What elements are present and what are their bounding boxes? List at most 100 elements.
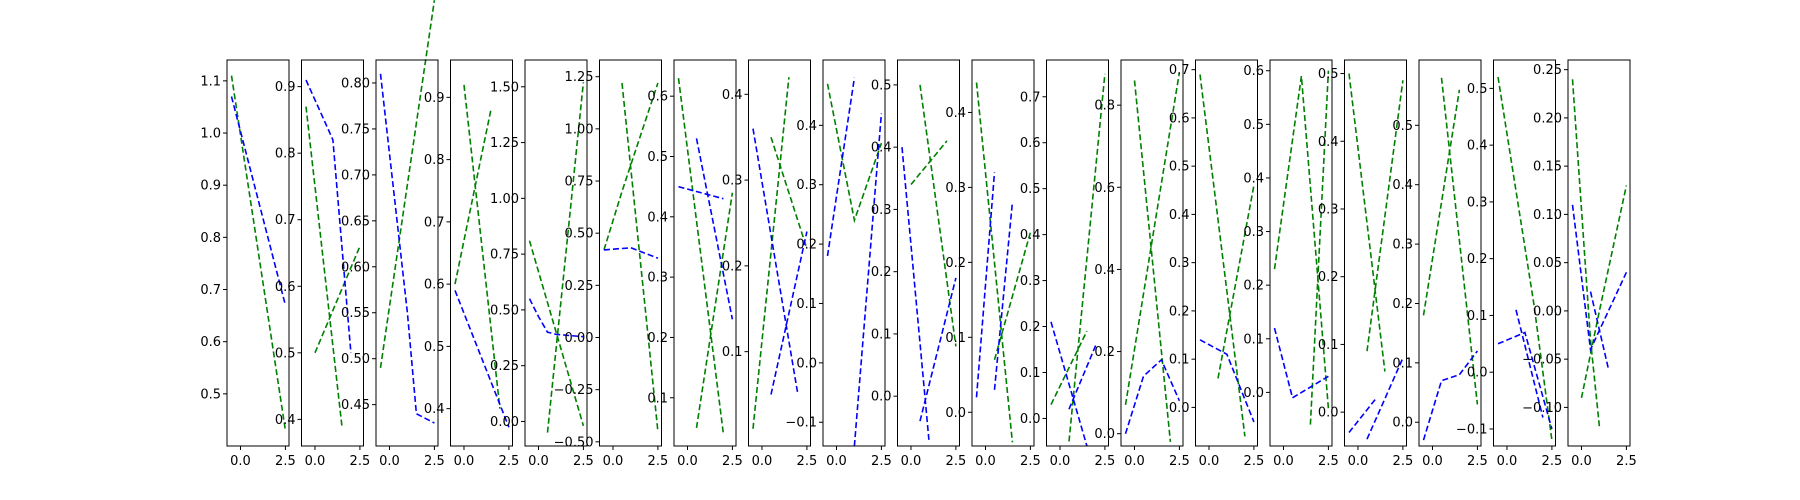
y-tick-label: 0.2	[796, 238, 817, 253]
x-tick-label: 2.5	[1393, 454, 1414, 469]
y-tick-label: 0.5	[647, 150, 668, 165]
series-line-blue-4	[1068, 344, 1097, 410]
series-line-green-2	[1133, 80, 1172, 442]
y-tick-label: 0.0	[1243, 386, 1264, 401]
x-tick-label: 0.0	[901, 454, 922, 469]
y-tick-label: 1.00	[565, 122, 594, 137]
series-line-blue-3	[1515, 309, 1544, 418]
x-tick-label: 0.0	[826, 454, 847, 469]
y-tick-label: 0.9	[424, 91, 445, 106]
y-tick-label: −0.25	[554, 383, 594, 398]
y-tick-label: 0.4	[722, 88, 743, 103]
x-tick-label: 0.0	[230, 454, 251, 469]
series-line-blue-2	[379, 73, 435, 424]
series-line-blue-4	[770, 231, 808, 395]
y-tick-label: 0.2	[1094, 345, 1115, 360]
y-tick-label: 0.2	[1467, 252, 1488, 267]
y-tick-label: 0.6	[1094, 181, 1115, 196]
y-tick-label: 0.2	[1169, 304, 1190, 319]
axes-frame	[301, 59, 364, 447]
x-tick-label: 2.5	[275, 454, 296, 469]
series-line-green-1	[603, 82, 659, 251]
y-tick-label: 0.0	[1318, 406, 1339, 421]
y-tick-label: 0.00	[565, 331, 594, 346]
y-tick-label: 0.1	[1467, 309, 1488, 324]
series-line-blue-3	[1199, 339, 1255, 423]
axes-frame	[450, 59, 513, 447]
y-tick-label: 0.6	[1020, 136, 1041, 151]
series-line-blue-3	[1571, 204, 1628, 353]
y-tick-label: 0.5	[200, 387, 221, 402]
y-tick-label: 0.4	[1467, 139, 1488, 154]
y-tick-label: 0.00	[490, 415, 519, 430]
x-tick-label: 0.0	[975, 454, 996, 469]
x-tick-label: 2.5	[871, 454, 892, 469]
y-tick-label: 0.4	[647, 210, 668, 225]
axes-frame	[1269, 59, 1333, 447]
axes-frame	[673, 59, 737, 447]
y-tick-label: 0.8	[424, 153, 445, 168]
series-line-blue-4	[1589, 291, 1610, 369]
y-tick-label: 0.15	[1533, 160, 1562, 175]
x-tick-label: 2.5	[1095, 454, 1116, 469]
series-line-green-2	[1309, 70, 1330, 425]
series-line-blue-2	[230, 96, 287, 306]
series-line-blue-3	[975, 172, 996, 398]
series-line-green-1	[1124, 72, 1181, 406]
x-tick-label: 2.5	[797, 454, 818, 469]
y-tick-label: 0.4	[796, 119, 817, 134]
y-tick-label: 0.3	[796, 178, 817, 193]
y-tick-label: 0.2	[722, 259, 743, 274]
y-tick-label: 0.2	[945, 256, 966, 271]
y-tick-label: 0.4	[1392, 178, 1413, 193]
subplot-19: −0.10 −0.05 0.00 0.05 0.10 0.15 0.20 0.25 0.0 2.5	[1522, 59, 1637, 469]
y-tick-label: 0.4	[1020, 228, 1041, 243]
subplot-6: −0.50 −0.25 0.00 0.25 0.50 0.75 1.00 1.25 0.0 2.5	[554, 59, 668, 469]
y-tick-label: 0.5	[1020, 182, 1041, 197]
y-tick-label: 0.8	[200, 231, 221, 246]
y-tick-label: 0.5	[424, 340, 445, 355]
subplot-8: 0.1 0.2 0.3 0.4 0.0 2.5	[722, 59, 818, 469]
series-line-green-1	[975, 82, 1014, 443]
y-tick-label: 0.3	[1392, 238, 1413, 253]
y-tick-label: −0.05	[1522, 353, 1562, 368]
y-tick-label: 0.50	[490, 303, 519, 318]
x-tick-label: 0.0	[1497, 454, 1518, 469]
y-tick-label: 0.5	[275, 346, 296, 361]
x-tick-label: 0.0	[1199, 454, 1220, 469]
y-tick-label: 0.0	[1392, 416, 1413, 431]
y-tick-label: 0.9	[200, 179, 221, 194]
y-tick-label: 0.2	[1392, 297, 1413, 312]
y-tick-label: 1.50	[490, 80, 519, 95]
axes-frame	[1120, 59, 1184, 447]
x-tick-label: 2.5	[573, 454, 594, 469]
y-tick-label: 0.7	[1169, 63, 1190, 78]
y-tick-label: −0.1	[1456, 422, 1488, 437]
x-tick-label: 2.5	[946, 454, 967, 469]
series-line-blue-3	[853, 113, 883, 447]
y-tick-label: 0.3	[1467, 195, 1488, 210]
y-tick-label: 0.50	[565, 227, 594, 242]
y-tick-label: 0.75	[490, 248, 519, 263]
y-tick-label: 0.4	[1169, 208, 1190, 223]
series-line-green-1	[1422, 89, 1461, 316]
x-tick-label: 2.5	[1169, 454, 1190, 469]
subplot-2: 0.4 0.5 0.6 0.7 0.8 0.9 0.0 2.5	[275, 59, 370, 469]
y-tick-label: 0.1	[1243, 332, 1264, 347]
y-tick-label: −0.10	[1522, 401, 1562, 416]
x-tick-label: 0.0	[305, 454, 326, 469]
series-line-blue-4	[695, 138, 734, 320]
subplot-16: 0.0 0.1 0.2 0.3 0.4 0.5 0.0 2.5	[1318, 59, 1414, 469]
y-tick-label: 0.55	[341, 306, 370, 321]
y-tick-label: 1.25	[565, 70, 594, 85]
y-tick-label: 0.75	[565, 175, 594, 190]
y-tick-label: 0.05	[1533, 256, 1562, 271]
series-line-green-1	[305, 106, 343, 427]
axes-frame	[1344, 59, 1407, 447]
series-line-green-2	[1440, 77, 1479, 405]
x-tick-label: 2.5	[1318, 454, 1339, 469]
subplot-9: −0.1 0.0 0.1 0.2 0.3 0.4 0.0 2.5	[785, 59, 892, 469]
y-tick-label: 0.60	[341, 260, 370, 275]
subplot-11: 0.0 0.1 0.2 0.3 0.4 0.0 2.5	[945, 59, 1041, 469]
